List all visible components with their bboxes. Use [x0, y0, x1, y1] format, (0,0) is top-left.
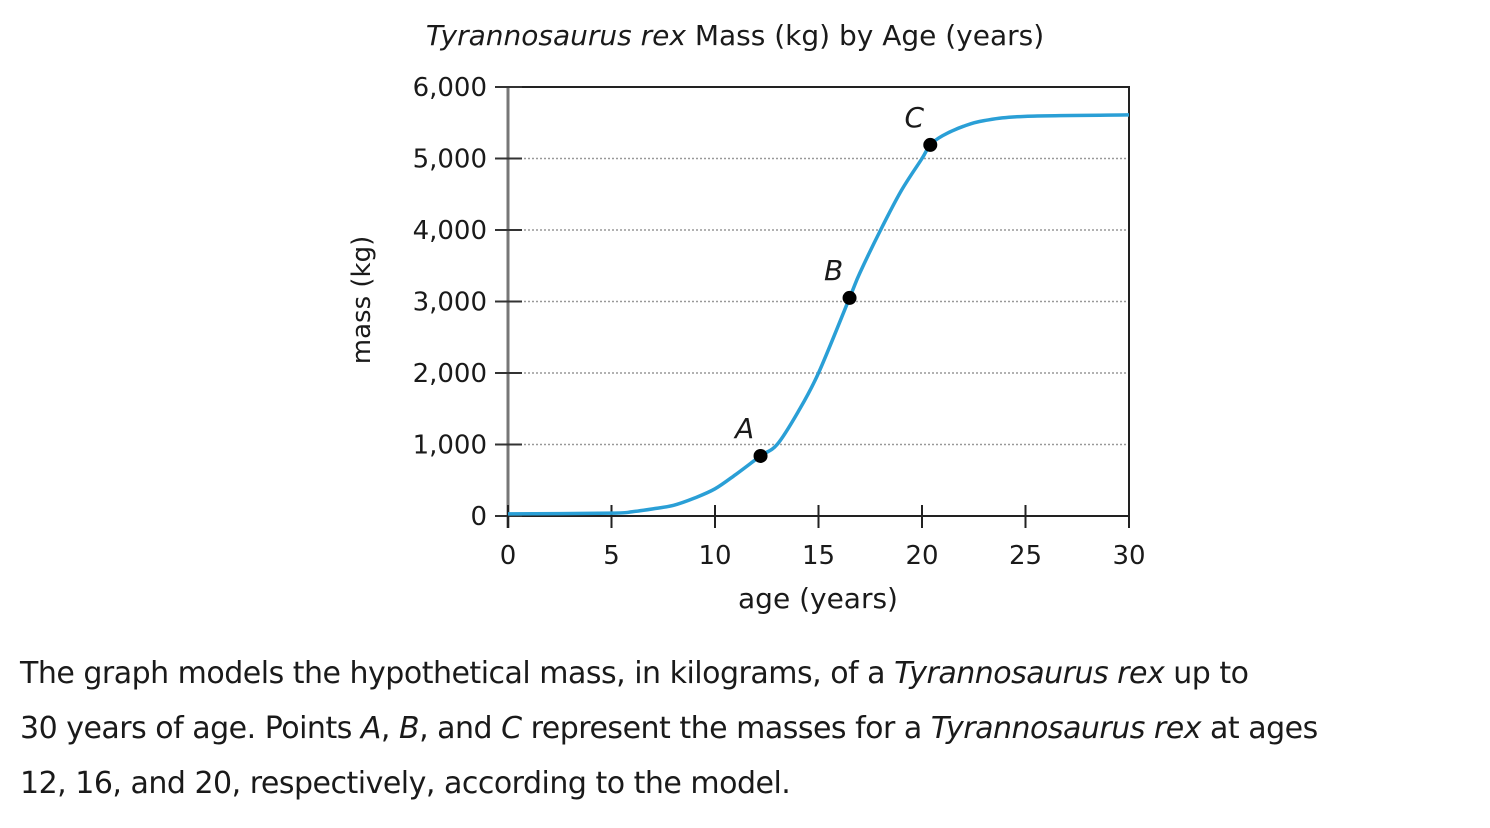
- caption-point-b: B: [398, 711, 420, 746]
- chart-title-rest: Mass (kg) by Age (years): [695, 19, 1044, 52]
- point-a: [753, 448, 768, 463]
- point-label-a: A: [733, 412, 754, 445]
- mass-curve: [507, 113, 1130, 516]
- chart-title: Tyrannosaurus rex Mass (kg) by Age (year…: [426, 19, 1044, 52]
- caption-species: Tyrannosaurus rex: [894, 656, 1165, 691]
- point-b: [842, 290, 857, 305]
- y-axis-label: mass (kg): [347, 236, 377, 364]
- y-tick-label: 4,000: [413, 216, 487, 246]
- caption-line-2: 30 years of age. Points A, B, and C repr…: [20, 701, 1480, 756]
- caption-line-1: The graph models the hypothetical mass, …: [20, 646, 1480, 701]
- y-tick-label: 2,000: [413, 359, 487, 389]
- caption-paragraph: The graph models the hypothetical mass, …: [20, 646, 1480, 811]
- x-tick-label: 25: [1009, 541, 1042, 571]
- y-tick-label: 6,000: [413, 73, 487, 103]
- caption-text: 30 years of age. Points: [20, 711, 361, 746]
- x-tick-label: 10: [698, 541, 731, 571]
- mass-by-age-chart: Tyrannosaurus rex Mass (kg) by Age (year…: [347, 19, 1146, 615]
- x-tick-label: 15: [802, 541, 835, 571]
- caption-line-3: 12, 16, and 20, respectively, according …: [20, 756, 1480, 811]
- x-tick-label: 30: [1112, 541, 1145, 571]
- y-tick-label: 5,000: [413, 145, 487, 175]
- caption-text: ,: [380, 711, 399, 746]
- caption-species: Tyrannosaurus rex: [930, 711, 1202, 746]
- point-label-c: C: [904, 101, 924, 134]
- caption-text: 12, 16, and 20, respectively, according …: [20, 766, 791, 801]
- chart-title-italic: Tyrannosaurus rex: [426, 19, 687, 52]
- y-tick-label: 0: [470, 502, 487, 532]
- point-c: [923, 137, 938, 152]
- caption-point-c: C: [501, 711, 522, 746]
- x-axis-label: age (years): [738, 582, 898, 615]
- caption-text: The graph models the hypothetical mass, …: [20, 656, 895, 691]
- caption-text: represent the masses for a: [521, 711, 931, 746]
- y-tick-label: 1,000: [413, 431, 487, 461]
- caption-text: at ages: [1200, 711, 1318, 746]
- caption-point-a: A: [360, 711, 382, 746]
- x-tick-label: 5: [603, 541, 620, 571]
- caption-text: , and: [419, 711, 502, 746]
- x-tick-label: 0: [500, 541, 517, 571]
- point-label-b: B: [824, 254, 843, 287]
- x-tick-label: 20: [905, 541, 938, 571]
- caption-text: up to: [1164, 656, 1249, 691]
- y-tick-label: 3,000: [413, 288, 487, 318]
